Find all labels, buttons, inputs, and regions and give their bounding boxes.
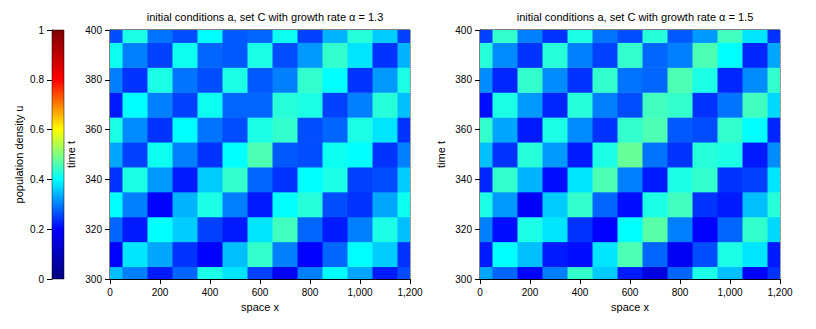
svg-text:600: 600 xyxy=(252,287,269,298)
svg-text:0.2: 0.2 xyxy=(30,224,44,235)
svg-text:340: 340 xyxy=(85,174,102,185)
svg-text:200: 200 xyxy=(152,287,169,298)
svg-text:200: 200 xyxy=(522,287,539,298)
svg-text:1,000: 1,000 xyxy=(717,287,742,298)
svg-text:300: 300 xyxy=(455,274,472,285)
svg-text:0: 0 xyxy=(107,287,113,298)
svg-text:space x: space x xyxy=(241,301,279,313)
svg-text:380: 380 xyxy=(455,74,472,85)
svg-text:1,200: 1,200 xyxy=(767,287,792,298)
svg-text:initial conditions a, set C wi: initial conditions a, set C with growth … xyxy=(147,11,384,23)
svg-text:time t: time t xyxy=(435,141,447,168)
svg-text:1: 1 xyxy=(38,25,44,36)
svg-text:0: 0 xyxy=(477,287,483,298)
svg-text:population density u: population density u xyxy=(13,106,25,204)
svg-text:340: 340 xyxy=(455,174,472,185)
svg-text:300: 300 xyxy=(85,274,102,285)
svg-text:400: 400 xyxy=(202,287,219,298)
svg-text:time t: time t xyxy=(65,141,77,168)
svg-text:320: 320 xyxy=(85,224,102,235)
svg-text:initial conditions a, set C wi: initial conditions a, set C with growth … xyxy=(517,11,754,23)
svg-text:800: 800 xyxy=(302,287,319,298)
svg-text:1,200: 1,200 xyxy=(397,287,422,298)
svg-text:380: 380 xyxy=(85,74,102,85)
svg-text:0.8: 0.8 xyxy=(30,74,44,85)
svg-text:space x: space x xyxy=(611,301,649,313)
svg-text:400: 400 xyxy=(85,25,102,36)
svg-text:360: 360 xyxy=(85,124,102,135)
svg-text:600: 600 xyxy=(622,287,639,298)
svg-text:400: 400 xyxy=(572,287,589,298)
svg-text:400: 400 xyxy=(455,25,472,36)
svg-text:1,000: 1,000 xyxy=(347,287,372,298)
svg-text:800: 800 xyxy=(672,287,689,298)
svg-text:0.6: 0.6 xyxy=(30,124,44,135)
svg-text:320: 320 xyxy=(455,224,472,235)
svg-text:360: 360 xyxy=(455,124,472,135)
svg-text:0.4: 0.4 xyxy=(30,174,44,185)
svg-text:0: 0 xyxy=(38,274,44,285)
